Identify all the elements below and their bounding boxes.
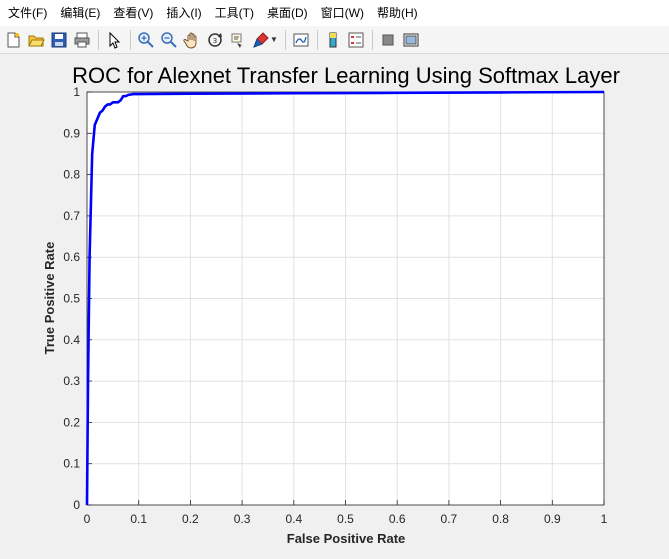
x-axis-label: False Positive Rate (287, 531, 406, 546)
y-tick-label: 0.2 (63, 415, 80, 429)
rotate-3d-icon: 3 (208, 32, 222, 47)
figure-toolbar: 3 ▼ (0, 26, 669, 54)
y-tick-label: 0 (73, 498, 80, 512)
legend-icon (348, 32, 364, 47)
x-tick-label: 1 (601, 512, 608, 526)
brush-icon (253, 31, 269, 48)
y-tick-label: 0.5 (63, 292, 80, 306)
y-tick-label: 0.3 (63, 374, 80, 388)
x-tick-label: 0.4 (285, 512, 302, 526)
rotate-3d-button[interactable]: 3 (204, 29, 226, 51)
figure-canvas: ROC for Alexnet Transfer Learning Using … (0, 55, 669, 559)
toolbar-separator (371, 29, 373, 50)
data-cursor-button[interactable] (227, 29, 249, 51)
pan-hand-button[interactable] (181, 29, 203, 51)
y-tick-label: 1 (73, 85, 80, 99)
chart-title: ROC for Alexnet Transfer Learning Using … (72, 63, 620, 88)
pan-hand-icon (183, 32, 197, 48)
x-tick-label: 0.9 (544, 512, 561, 526)
open-file-icon (28, 35, 45, 46)
y-tick-label: 0.4 (63, 333, 80, 347)
menu-item-1[interactable]: 编辑(E) (60, 6, 101, 20)
brush-button[interactable] (250, 29, 272, 51)
zoom-in-button[interactable] (135, 29, 157, 51)
y-tick-label: 0.7 (63, 209, 80, 223)
toolbar-separator (98, 29, 99, 50)
data-cursor-icon (231, 33, 244, 48)
open-file-button[interactable] (25, 29, 47, 51)
toolbar-separator (130, 29, 131, 50)
toolbar-separator (316, 29, 318, 50)
link-plot-icon (293, 33, 309, 46)
print-icon (74, 32, 90, 47)
zoom-in-icon (138, 31, 154, 48)
save-button[interactable] (48, 29, 70, 51)
menu-item-7[interactable]: 帮助(H) (376, 6, 418, 20)
x-tick-label: 0.3 (234, 512, 251, 526)
save-icon (51, 32, 67, 47)
axis-ticks: 0 0.1 0.2 0.3 0.4 0.5 0.6 0.7 0.8 0.9 1 0 0.1 0.2 0.3 0… (63, 85, 607, 526)
menu-item-4[interactable]: 工具(T) (214, 6, 254, 20)
menu-bar: 文件(F) 编辑(E) 查看(V) 插入(I) 工具(T) 桌面(D) 窗口(W) 帮助(H) (0, 0, 669, 26)
x-tick-label: 0.1 (130, 512, 147, 526)
roc-curve (85, 90, 605, 506)
hide-plot-tools-icon (382, 34, 394, 45)
y-axis-label: True Positive Rate (42, 242, 57, 355)
y-tick-label: 0.1 (63, 457, 80, 471)
y-tick-label: 0.8 (63, 168, 80, 182)
y-tick-label: 0.9 (63, 126, 80, 140)
menu-item-2[interactable]: 查看(V) (113, 6, 154, 20)
x-tick-label: 0.2 (182, 512, 199, 526)
colorbar-icon (329, 32, 337, 47)
new-figure-icon (7, 32, 20, 47)
new-figure-button[interactable] (2, 29, 24, 51)
hide-plot-tools-button[interactable] (377, 29, 399, 51)
show-plot-tools-icon (403, 33, 419, 46)
y-tick-label: 0.6 (63, 250, 80, 264)
show-plot-tools-button[interactable] (400, 29, 422, 51)
zoom-out-button[interactable] (158, 29, 180, 51)
chevron-down-icon[interactable]: ▼ (270, 35, 278, 44)
x-tick-label: 0.8 (492, 512, 509, 526)
x-tick-label: 0.6 (389, 512, 406, 526)
menu-item-0[interactable]: 文件(F) (8, 6, 48, 20)
edit-plot-arrow-icon (109, 31, 121, 49)
x-tick-label: 0 (84, 512, 91, 526)
menu-item-6[interactable]: 窗口(W) (320, 6, 364, 20)
menu-item-3[interactable]: 插入(I) (166, 6, 202, 20)
zoom-out-icon (161, 31, 177, 48)
colorbar-button[interactable] (322, 29, 344, 51)
link-plot-button[interactable] (290, 29, 312, 51)
x-tick-label: 0.5 (337, 512, 354, 526)
menu-item-5[interactable]: 桌面(D) (266, 6, 308, 20)
svg-text:3: 3 (213, 37, 217, 45)
legend-button[interactable] (345, 29, 367, 51)
print-button[interactable] (71, 29, 93, 51)
toolbar-separator (284, 29, 286, 50)
x-tick-label: 0.7 (441, 512, 458, 526)
edit-plot-arrow-button[interactable] (103, 29, 125, 51)
